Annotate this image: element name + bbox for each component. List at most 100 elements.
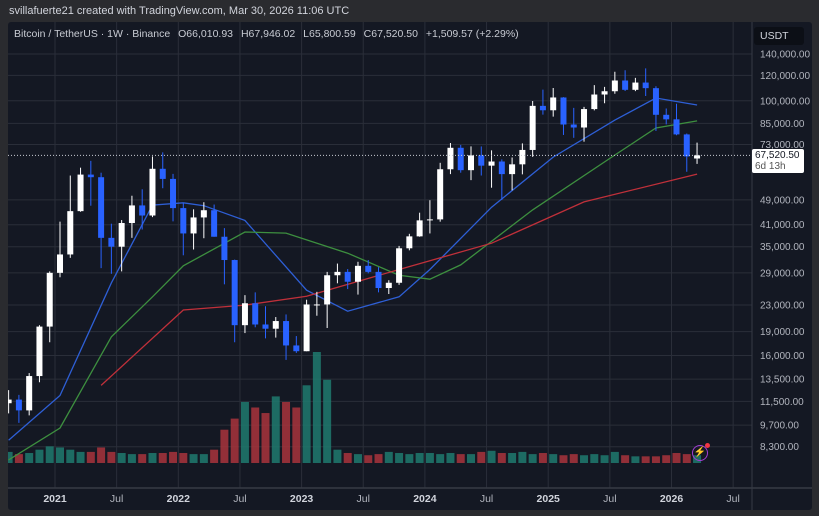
candle-body: [180, 208, 187, 234]
price-chart[interactable]: 140,000.00 120,000.00 100,000.00 85,000.00 7…: [8, 22, 812, 510]
candle-body: [211, 210, 218, 237]
candle-body: [591, 94, 598, 110]
bar-countdown: 6d 13h: [755, 161, 786, 172]
volume-bar: [240, 401, 249, 463]
candle-body: [190, 217, 197, 234]
candle-body: [663, 114, 670, 120]
volume-bar: [590, 454, 599, 463]
volume-bar: [261, 413, 270, 463]
volume-bar: [425, 453, 434, 463]
candle-body: [324, 275, 331, 305]
candle-body: [406, 236, 413, 249]
y-tick-label: 49,000.00: [760, 195, 805, 206]
volume-bar: [682, 454, 691, 463]
volume-bar: [405, 454, 414, 463]
candle-body: [601, 91, 608, 95]
volume-bar: [127, 454, 136, 463]
volume-bar: [199, 454, 208, 463]
candle-body: [375, 271, 382, 289]
volume-bar: [45, 446, 54, 463]
candle-body: [581, 109, 588, 128]
candle-body: [683, 134, 690, 157]
volume-bar: [76, 451, 85, 463]
candle-body: [159, 168, 166, 179]
volume-bar: [25, 453, 34, 463]
candle-body: [313, 304, 320, 306]
volume-bar: [66, 449, 75, 463]
y-tick-label: 120,000.00: [760, 71, 810, 82]
chart-panel[interactable]: 140,000.00 120,000.00 100,000.00 85,000.00 7…: [8, 22, 812, 510]
volume-bar: [282, 401, 291, 463]
candle-body: [139, 205, 146, 216]
candle-body: [396, 248, 403, 283]
candle-body: [272, 321, 279, 329]
y-tick-label: 73,000.00: [760, 140, 805, 151]
candle-body: [8, 399, 12, 404]
ohlc-close: C67,520.50: [363, 28, 418, 40]
volume-bar: [518, 451, 527, 463]
volume-bar: [610, 451, 619, 463]
volume-bar: [600, 455, 609, 463]
candle-body: [77, 174, 84, 212]
volume-bar: [477, 451, 486, 463]
volume-bar: [158, 453, 167, 463]
candle-body: [642, 82, 649, 89]
x-tick-label: Jul: [233, 493, 246, 505]
volume-bar: [467, 454, 475, 463]
y-tick-label: 19,000.00: [760, 327, 805, 338]
candle-body: [128, 205, 135, 224]
candle-body: [673, 119, 680, 135]
volume-bar: [271, 396, 280, 463]
currency-button[interactable]: USDT: [754, 27, 804, 45]
symbol-name[interactable]: Bitcoin / TetherUS · 1W · Binance: [14, 28, 171, 40]
moving-average-line: [100, 173, 698, 386]
volume-bar: [138, 454, 147, 463]
x-tick-label: Jul: [357, 493, 370, 505]
volume-bar: [364, 455, 373, 463]
ohlc-high: H67,946.02: [240, 28, 296, 40]
candle-body: [98, 177, 105, 238]
ohlc-open: O66,010.93: [178, 28, 234, 40]
x-tick-label: 2026: [660, 493, 684, 505]
candle-body: [252, 303, 259, 325]
volume-bar: [35, 449, 44, 463]
candle-body: [15, 399, 22, 411]
candle-body: [611, 80, 618, 92]
candle-body: [36, 326, 43, 377]
volume-bar: [107, 451, 116, 463]
candle-body: [231, 260, 238, 326]
volume-bar: [251, 407, 260, 463]
candle-body: [334, 271, 341, 276]
volume-bar: [117, 453, 126, 463]
candle-body: [447, 147, 454, 170]
volume-bar: [641, 456, 650, 463]
lightning-bolt-icon[interactable]: ⚡: [692, 443, 710, 461]
y-tick-label: 29,000.00: [760, 268, 805, 279]
chart-credit: svillafuerte21 created with TradingView.…: [9, 5, 350, 17]
volume-bar: [14, 454, 23, 463]
x-tick-label: 2025: [537, 493, 561, 505]
candle-body: [632, 82, 639, 90]
x-tick-label: 2022: [167, 493, 191, 505]
volume-bar: [559, 455, 568, 463]
volume-bar: [323, 379, 332, 463]
x-tick-label: 2021: [43, 493, 67, 505]
candle-body: [354, 265, 361, 282]
candle-body: [529, 105, 536, 150]
candle-body: [498, 161, 505, 175]
volume-bar: [415, 453, 424, 463]
candle-body: [652, 88, 659, 115]
volume-bar: [148, 453, 157, 463]
volume-bar: [353, 454, 362, 463]
candle-body: [118, 223, 125, 247]
volume-bar: [86, 451, 95, 463]
y-tick-label: 140,000.00: [760, 50, 810, 61]
volume-bar: [374, 454, 383, 463]
candle-body: [241, 303, 248, 326]
y-tick-label: 100,000.00: [760, 96, 810, 107]
ohlc-low: L65,800.59: [303, 28, 356, 40]
x-tick-label: Jul: [603, 493, 616, 505]
candle-body: [570, 124, 577, 128]
volume-bar: [487, 450, 496, 463]
volume-bar: [395, 453, 404, 463]
